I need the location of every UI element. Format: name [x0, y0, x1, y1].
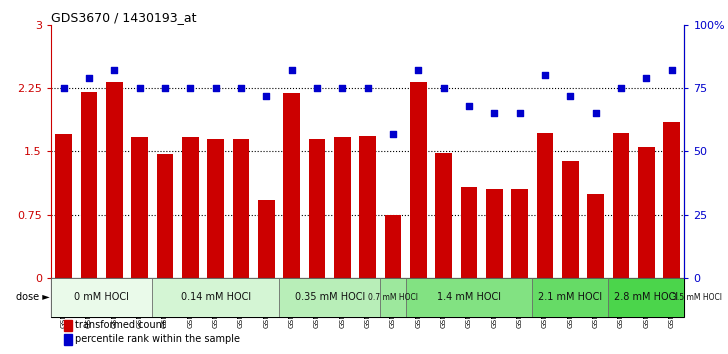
Point: [666, 68, 678, 73]
Bar: [106, 82, 122, 278]
Point: [134, 85, 146, 91]
Bar: [152, 278, 279, 317]
Point: [387, 131, 399, 136]
Bar: [233, 139, 249, 278]
Point: [286, 68, 298, 73]
Point: [564, 93, 576, 98]
Text: transformed count: transformed count: [75, 320, 166, 330]
Point: [362, 85, 373, 91]
Point: [514, 110, 526, 116]
Bar: [663, 122, 680, 278]
Bar: [63, 320, 72, 331]
Bar: [609, 278, 684, 317]
Bar: [258, 200, 274, 278]
Bar: [486, 189, 502, 278]
Bar: [384, 215, 401, 278]
Bar: [405, 278, 532, 317]
Point: [488, 110, 500, 116]
Point: [463, 103, 475, 109]
Point: [235, 85, 247, 91]
Bar: [613, 133, 629, 278]
Bar: [532, 278, 609, 317]
Text: 3.5 mM HOCl: 3.5 mM HOCl: [672, 293, 722, 302]
Point: [311, 85, 323, 91]
Bar: [81, 92, 98, 278]
Point: [108, 68, 120, 73]
Bar: [334, 137, 351, 278]
Text: 0.7 mM HOCl: 0.7 mM HOCl: [368, 293, 418, 302]
Point: [159, 85, 171, 91]
Point: [83, 75, 95, 81]
Bar: [684, 278, 710, 317]
Text: 0 mM HOCl: 0 mM HOCl: [74, 292, 129, 302]
Text: 0.35 mM HOCl: 0.35 mM HOCl: [295, 292, 365, 302]
Point: [539, 73, 551, 78]
Point: [58, 85, 69, 91]
Point: [590, 110, 601, 116]
Bar: [587, 194, 604, 278]
Bar: [63, 334, 72, 346]
Point: [413, 68, 424, 73]
Point: [641, 75, 652, 81]
Bar: [537, 133, 553, 278]
Bar: [562, 161, 579, 278]
Bar: [131, 137, 148, 278]
Bar: [309, 139, 325, 278]
Text: 0.14 mM HOCl: 0.14 mM HOCl: [181, 292, 250, 302]
Text: percentile rank within the sample: percentile rank within the sample: [75, 335, 240, 344]
Bar: [283, 93, 300, 278]
Bar: [410, 82, 427, 278]
Text: 1.4 mM HOCl: 1.4 mM HOCl: [437, 292, 501, 302]
Point: [210, 85, 221, 91]
Bar: [157, 154, 173, 278]
Bar: [51, 278, 152, 317]
Bar: [182, 137, 199, 278]
Point: [184, 85, 196, 91]
Text: 2.1 mM HOCl: 2.1 mM HOCl: [538, 292, 602, 302]
Text: GDS3670 / 1430193_at: GDS3670 / 1430193_at: [51, 11, 197, 24]
Text: dose ►: dose ►: [16, 292, 50, 302]
Bar: [380, 278, 405, 317]
Bar: [55, 135, 72, 278]
Bar: [461, 187, 478, 278]
Bar: [360, 136, 376, 278]
Point: [438, 85, 449, 91]
Bar: [638, 147, 654, 278]
Point: [336, 85, 348, 91]
Text: 2.8 mM HOCl: 2.8 mM HOCl: [614, 292, 678, 302]
Bar: [511, 189, 528, 278]
Bar: [279, 278, 380, 317]
Bar: [435, 153, 452, 278]
Bar: [207, 139, 224, 278]
Point: [615, 85, 627, 91]
Point: [261, 93, 272, 98]
